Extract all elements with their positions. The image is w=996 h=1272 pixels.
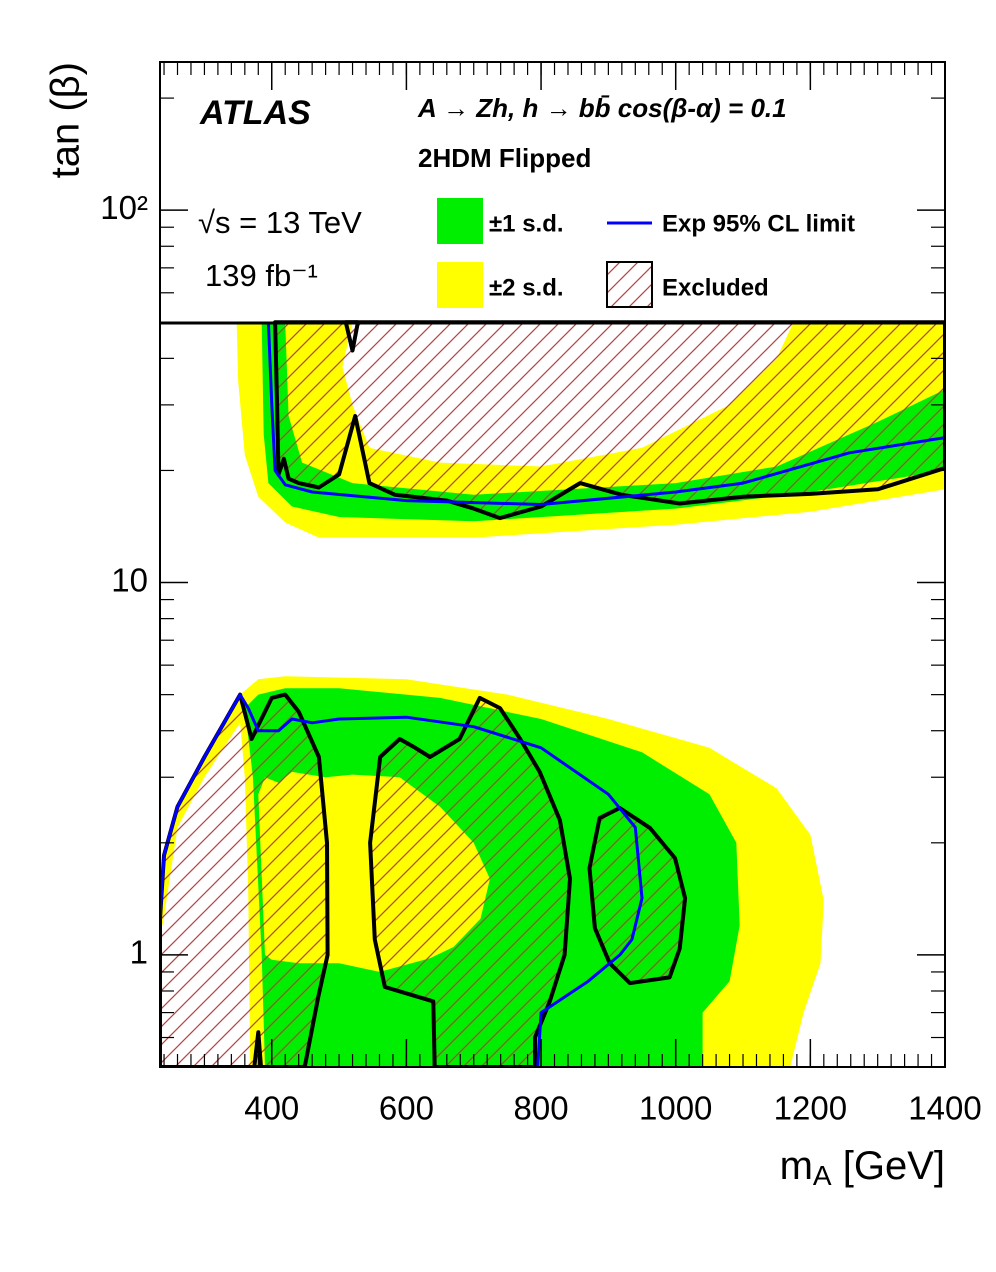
experiment-label: ATLAS: [199, 94, 311, 132]
energy-label: √s = 13 TeV: [198, 205, 362, 240]
axes: 400 600 800 1000 1200 1400 1 10 10²: [100, 62, 982, 1127]
x-tick-label: 1000: [639, 1090, 712, 1127]
y-tick-label: 10: [111, 561, 148, 598]
legend-swatch: [437, 198, 483, 244]
legend: ±2 s.d. ±1 s.d. Exp 95% CL limit Excluded: [437, 198, 855, 308]
x-axis-label: mA [GeV]: [780, 1144, 945, 1192]
legend-label: ±2 s.d.: [489, 274, 564, 301]
observed-excluded: [587, 806, 688, 986]
x-tick-label: 800: [514, 1090, 569, 1127]
legend-label: Excluded: [662, 274, 769, 301]
x-tick-label: 1200: [774, 1090, 847, 1127]
observed-excluded: [273, 320, 945, 521]
x-axis-label-main: m: [780, 1144, 813, 1188]
y-axis-label: tan (β): [44, 62, 88, 178]
expected-limit: [266, 322, 945, 506]
legend-swatch: [437, 262, 483, 308]
x-tick-label: 400: [244, 1090, 299, 1127]
luminosity-label: 139 fb⁻¹: [205, 258, 318, 293]
legend-label: Exp 95% CL limit: [662, 210, 855, 237]
x-tick-label: 600: [379, 1090, 434, 1127]
observed-excluded: [368, 695, 572, 1067]
x-axis-label-sub: A: [813, 1160, 832, 1191]
x-axis-label-unit: [GeV]: [832, 1144, 945, 1188]
x-tick-label: 1400: [908, 1090, 981, 1127]
frame: [159, 61, 946, 1068]
legend-label: ±1 s.d.: [489, 210, 564, 237]
plot-area: [160, 320, 945, 1067]
y-tick-label: 10²: [100, 189, 148, 226]
expected-limit: [160, 693, 644, 1067]
chart-title: A → Zh, h → bb̄ cos(β-α) = 0.1: [417, 93, 787, 123]
observed-excluded: [252, 1030, 263, 1067]
chart-subtitle: 2HDM Flipped: [418, 143, 591, 173]
y-tick-label: 1: [130, 934, 148, 971]
legend-swatch: [606, 261, 653, 308]
